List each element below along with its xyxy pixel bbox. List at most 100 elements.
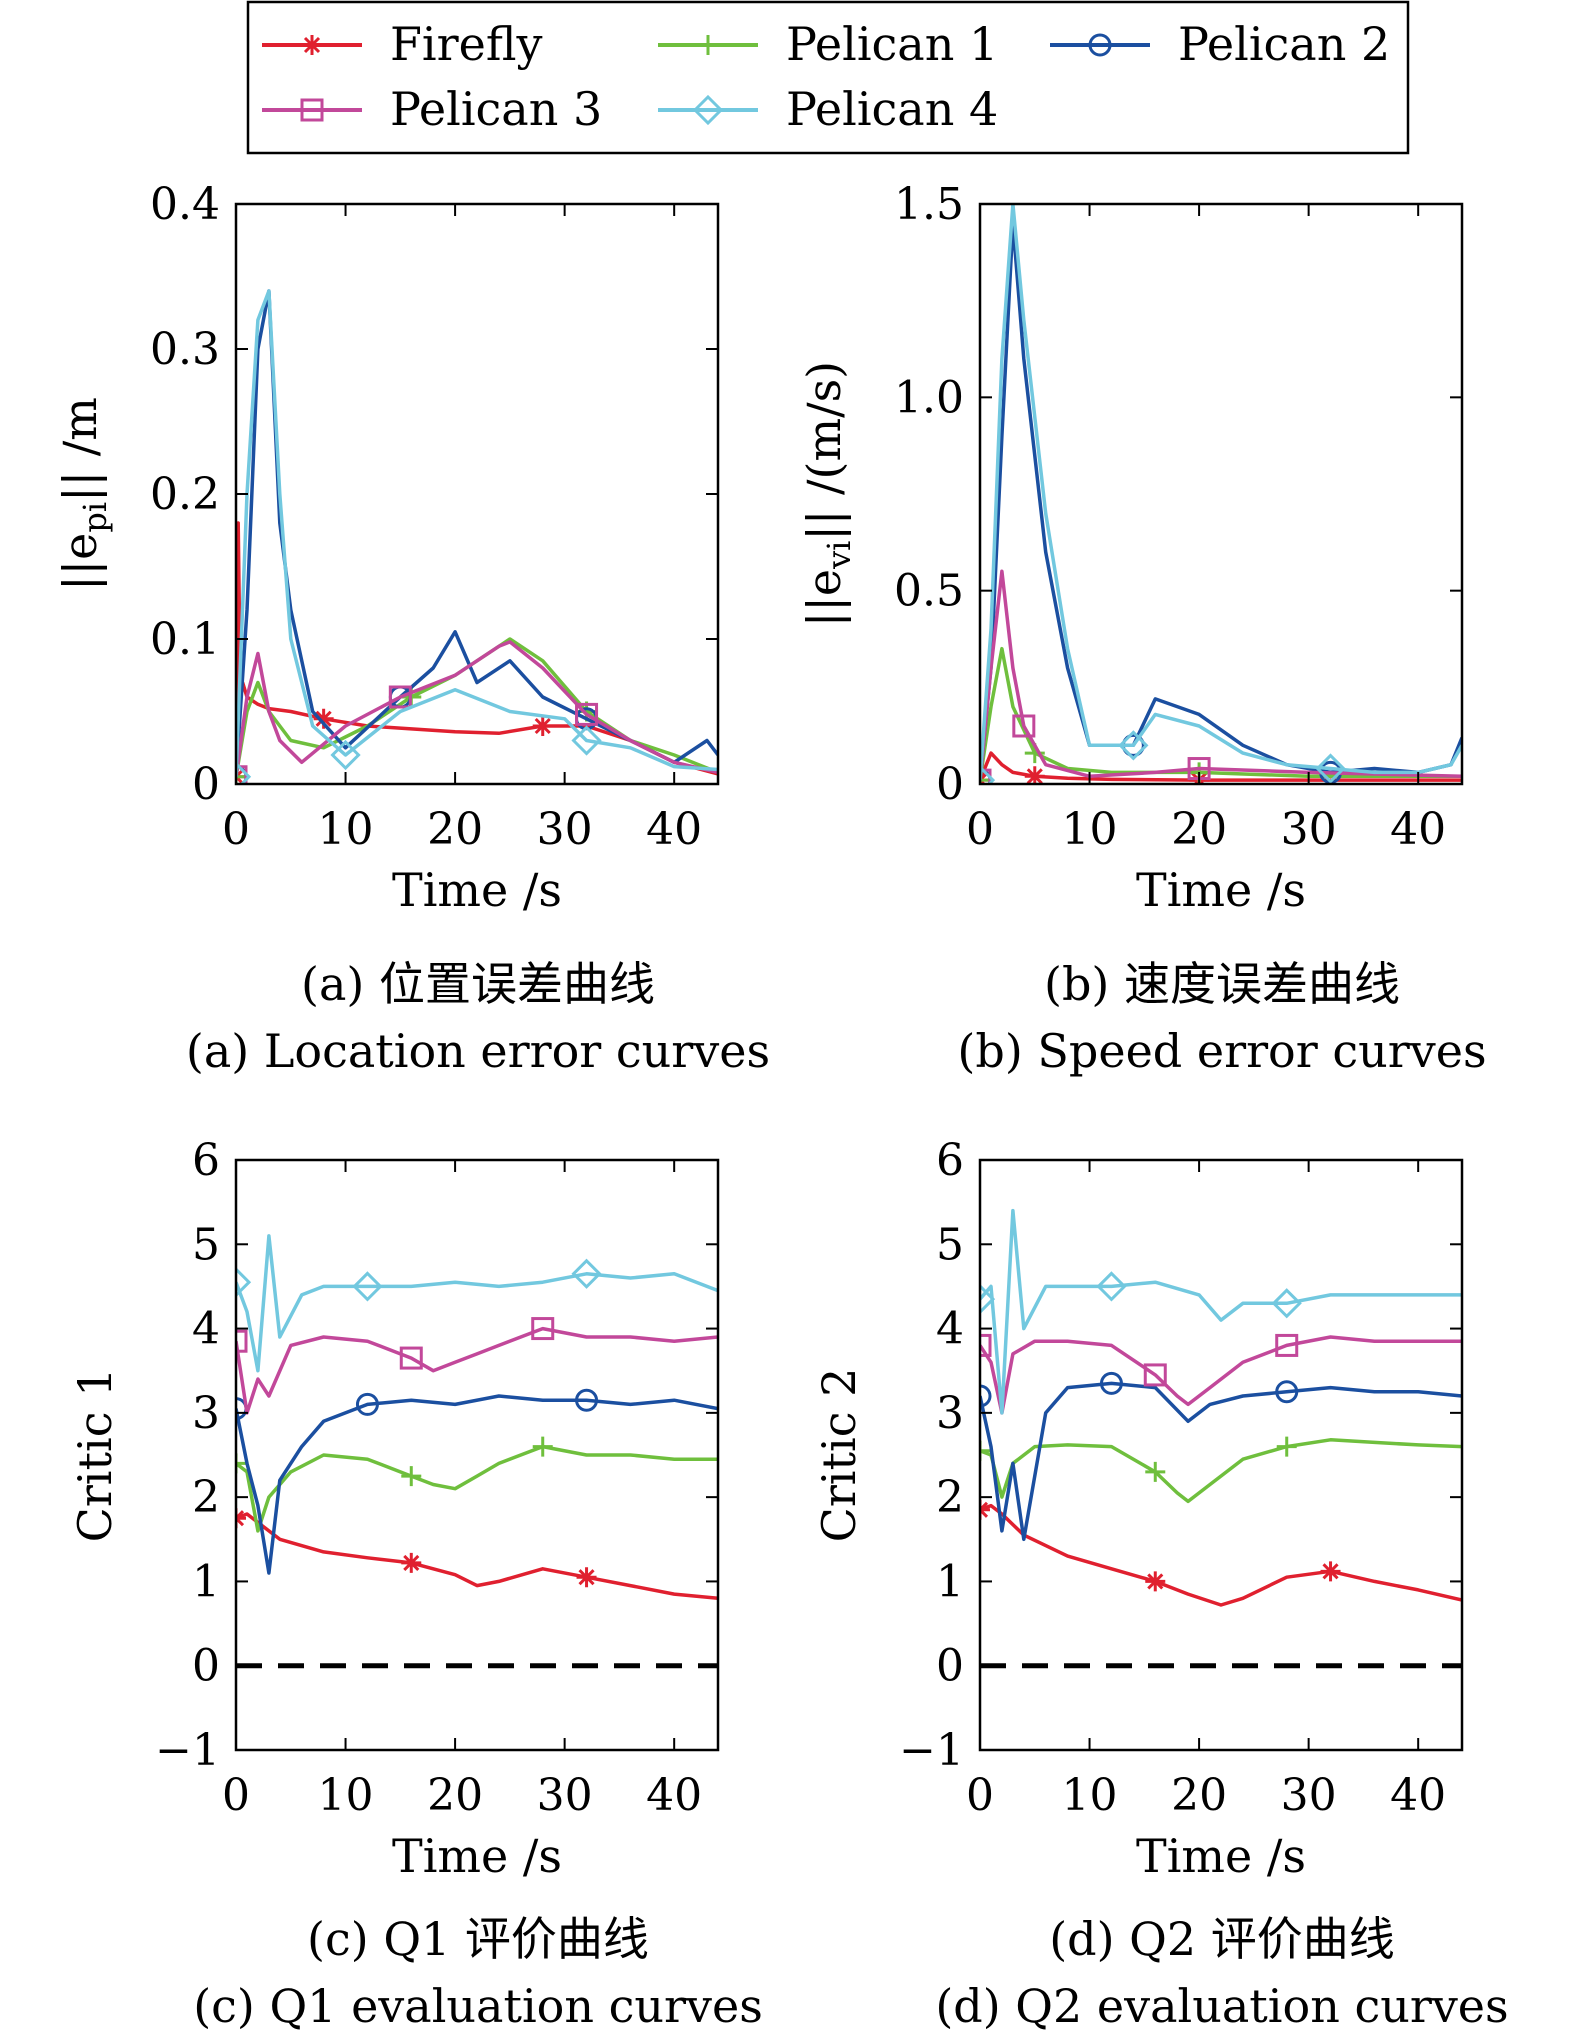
series-marker-pelican-3-0 bbox=[980, 768, 992, 784]
x-tick-label: 30 bbox=[1281, 804, 1337, 855]
series-line-pelican-4 bbox=[236, 1234, 718, 1373]
x-axis-label: Time /s bbox=[1136, 863, 1306, 917]
y-tick-label: 5 bbox=[936, 1219, 964, 1270]
series-marker-pelican-2-0 bbox=[980, 1384, 992, 1408]
x-tick-label: 40 bbox=[646, 804, 702, 855]
y-tick-label: 2 bbox=[936, 1472, 964, 1523]
series-line-firefly bbox=[980, 751, 1462, 782]
y-tick-label: −1 bbox=[899, 1725, 964, 1776]
series-line-pelican-3 bbox=[980, 1335, 1462, 1415]
x-tick-label: 10 bbox=[318, 804, 374, 855]
caption-a-en: (a) Location error curves bbox=[186, 1024, 770, 1078]
y-tick-label: 0.2 bbox=[150, 469, 220, 520]
x-tick-label: 30 bbox=[537, 804, 593, 855]
legend-marker-pelican-4 bbox=[692, 94, 724, 126]
legend-label-pelican-2: Pelican 2 bbox=[1178, 17, 1390, 71]
series-marker-pelican-4-2 bbox=[571, 725, 602, 756]
series-marker-firefly-2 bbox=[1320, 1561, 1341, 1582]
series-line-pelican-4 bbox=[980, 204, 1462, 781]
series-marker-pelican-4-1 bbox=[1096, 1271, 1127, 1302]
axes-frame bbox=[234, 1158, 720, 1752]
series-marker-pelican-1-0 bbox=[236, 1453, 246, 1474]
x-tick-label: 20 bbox=[427, 804, 483, 855]
y-axis-label: ||evi|| /(m/s) bbox=[797, 361, 858, 627]
series-marker-pelican-4-0 bbox=[980, 765, 996, 784]
y-tick-label: 6 bbox=[192, 1135, 220, 1186]
x-axis-label: Time /s bbox=[392, 1829, 562, 1883]
series-marker-pelican-3-1 bbox=[1012, 714, 1036, 738]
legend-marker-pelican-1 bbox=[698, 35, 718, 55]
series-marker-pelican-3-1 bbox=[399, 1346, 423, 1370]
y-tick-label: 3 bbox=[192, 1388, 220, 1439]
series-marker-pelican-4-1 bbox=[330, 739, 361, 771]
series-marker-pelican-3-0 bbox=[980, 1333, 992, 1357]
series-marker-pelican-4-2 bbox=[1315, 753, 1346, 784]
y-tick-label: 1.0 bbox=[894, 372, 964, 423]
series-line-pelican-1 bbox=[980, 1438, 1462, 1504]
series-marker-firefly-1 bbox=[1024, 766, 1045, 784]
caption-c-cn: (c) Q1 评价曲线 bbox=[307, 1912, 649, 1966]
series-line-pelican-4 bbox=[980, 1208, 1462, 1415]
y-tick-label: 0 bbox=[192, 1641, 220, 1692]
series-line-pelican-1 bbox=[236, 1444, 718, 1533]
legend-marker-firefly bbox=[302, 35, 322, 55]
x-tick-label: 40 bbox=[646, 1770, 702, 1821]
x-tick-label: 20 bbox=[427, 1770, 483, 1821]
y-tick-label: 4 bbox=[192, 1304, 220, 1355]
y-tick-label: 0.3 bbox=[150, 324, 220, 375]
x-axis-label: Time /s bbox=[1136, 1829, 1306, 1883]
y-tick-label: 0 bbox=[936, 759, 964, 810]
y-tick-label: 5 bbox=[192, 1219, 220, 1270]
x-tick-label: 0 bbox=[966, 804, 994, 855]
y-tick-label: 6 bbox=[936, 1135, 964, 1186]
series-marker-pelican-1-1 bbox=[1145, 1461, 1166, 1482]
legend-label-pelican-3: Pelican 3 bbox=[390, 82, 602, 136]
y-tick-label: 2 bbox=[192, 1472, 220, 1523]
legend-label-pelican-4: Pelican 4 bbox=[786, 82, 998, 136]
y-tick-label: 4 bbox=[936, 1304, 964, 1355]
x-tick-label: 10 bbox=[318, 1770, 374, 1821]
series-marker-pelican-3-2 bbox=[1275, 1333, 1299, 1357]
caption-b-en: (b) Speed error curves bbox=[957, 1024, 1486, 1078]
x-tick-label: 10 bbox=[1062, 1770, 1118, 1821]
y-tick-label: −1 bbox=[155, 1725, 220, 1776]
series-line-pelican-2 bbox=[236, 1394, 718, 1575]
series-marker-pelican-2-1 bbox=[355, 1392, 379, 1416]
series-marker-firefly-2 bbox=[576, 1567, 597, 1588]
y-tick-label: 0.1 bbox=[150, 614, 220, 665]
caption-d-cn: (d) Q2 评价曲线 bbox=[1049, 1912, 1395, 1966]
axes-frame bbox=[978, 202, 1464, 786]
series-line-firefly bbox=[236, 521, 718, 777]
caption-d-en: (d) Q2 evaluation curves bbox=[935, 1979, 1508, 2033]
series-marker-pelican-4-2 bbox=[571, 1258, 602, 1289]
series-marker-pelican-4-0 bbox=[236, 1267, 252, 1298]
series-line-pelican-4 bbox=[236, 289, 718, 777]
panel-a-location-error: 0 10 20 30 40 0 0.1 0.2 0.3 0.4 Time /s ||epi|| /m bbox=[53, 179, 720, 917]
series-marker-pelican-4-2 bbox=[1271, 1288, 1302, 1319]
series-line-pelican-3 bbox=[980, 569, 1462, 781]
y-axis-label: ||epi|| /m bbox=[53, 397, 114, 591]
series-marker-pelican-3-0 bbox=[236, 1329, 248, 1353]
series-marker-pelican-4-0 bbox=[980, 1283, 996, 1315]
series-marker-pelican-3-0 bbox=[236, 765, 248, 784]
y-tick-label: 0.5 bbox=[894, 566, 964, 617]
axes-frame bbox=[978, 1158, 1464, 1752]
y-axis-label: Critic 2 bbox=[812, 1368, 866, 1543]
series-marker-firefly-2 bbox=[532, 716, 553, 736]
series-line-pelican-2 bbox=[980, 1381, 1462, 1542]
caption-c-en: (c) Q1 evaluation curves bbox=[193, 1979, 763, 2033]
series-marker-pelican-2-2 bbox=[575, 1388, 599, 1412]
panel-b-speed-error: 0 10 20 30 40 0 0.5 1.0 1.5 Time /s ||evi|| /(m/s) bbox=[797, 179, 1464, 917]
x-tick-label: 10 bbox=[1062, 804, 1118, 855]
series-line-pelican-3 bbox=[236, 1326, 718, 1415]
series-marker-pelican-1-0 bbox=[236, 766, 246, 784]
series-line-pelican-1 bbox=[980, 646, 1462, 781]
series-marker-firefly-1 bbox=[401, 1552, 422, 1573]
x-tick-label: 40 bbox=[1390, 1770, 1446, 1821]
series-marker-pelican-3-2 bbox=[575, 702, 599, 726]
caption-b-cn: (b) 速度误差曲线 bbox=[1044, 957, 1400, 1011]
series-marker-pelican-4-1 bbox=[352, 1271, 383, 1302]
